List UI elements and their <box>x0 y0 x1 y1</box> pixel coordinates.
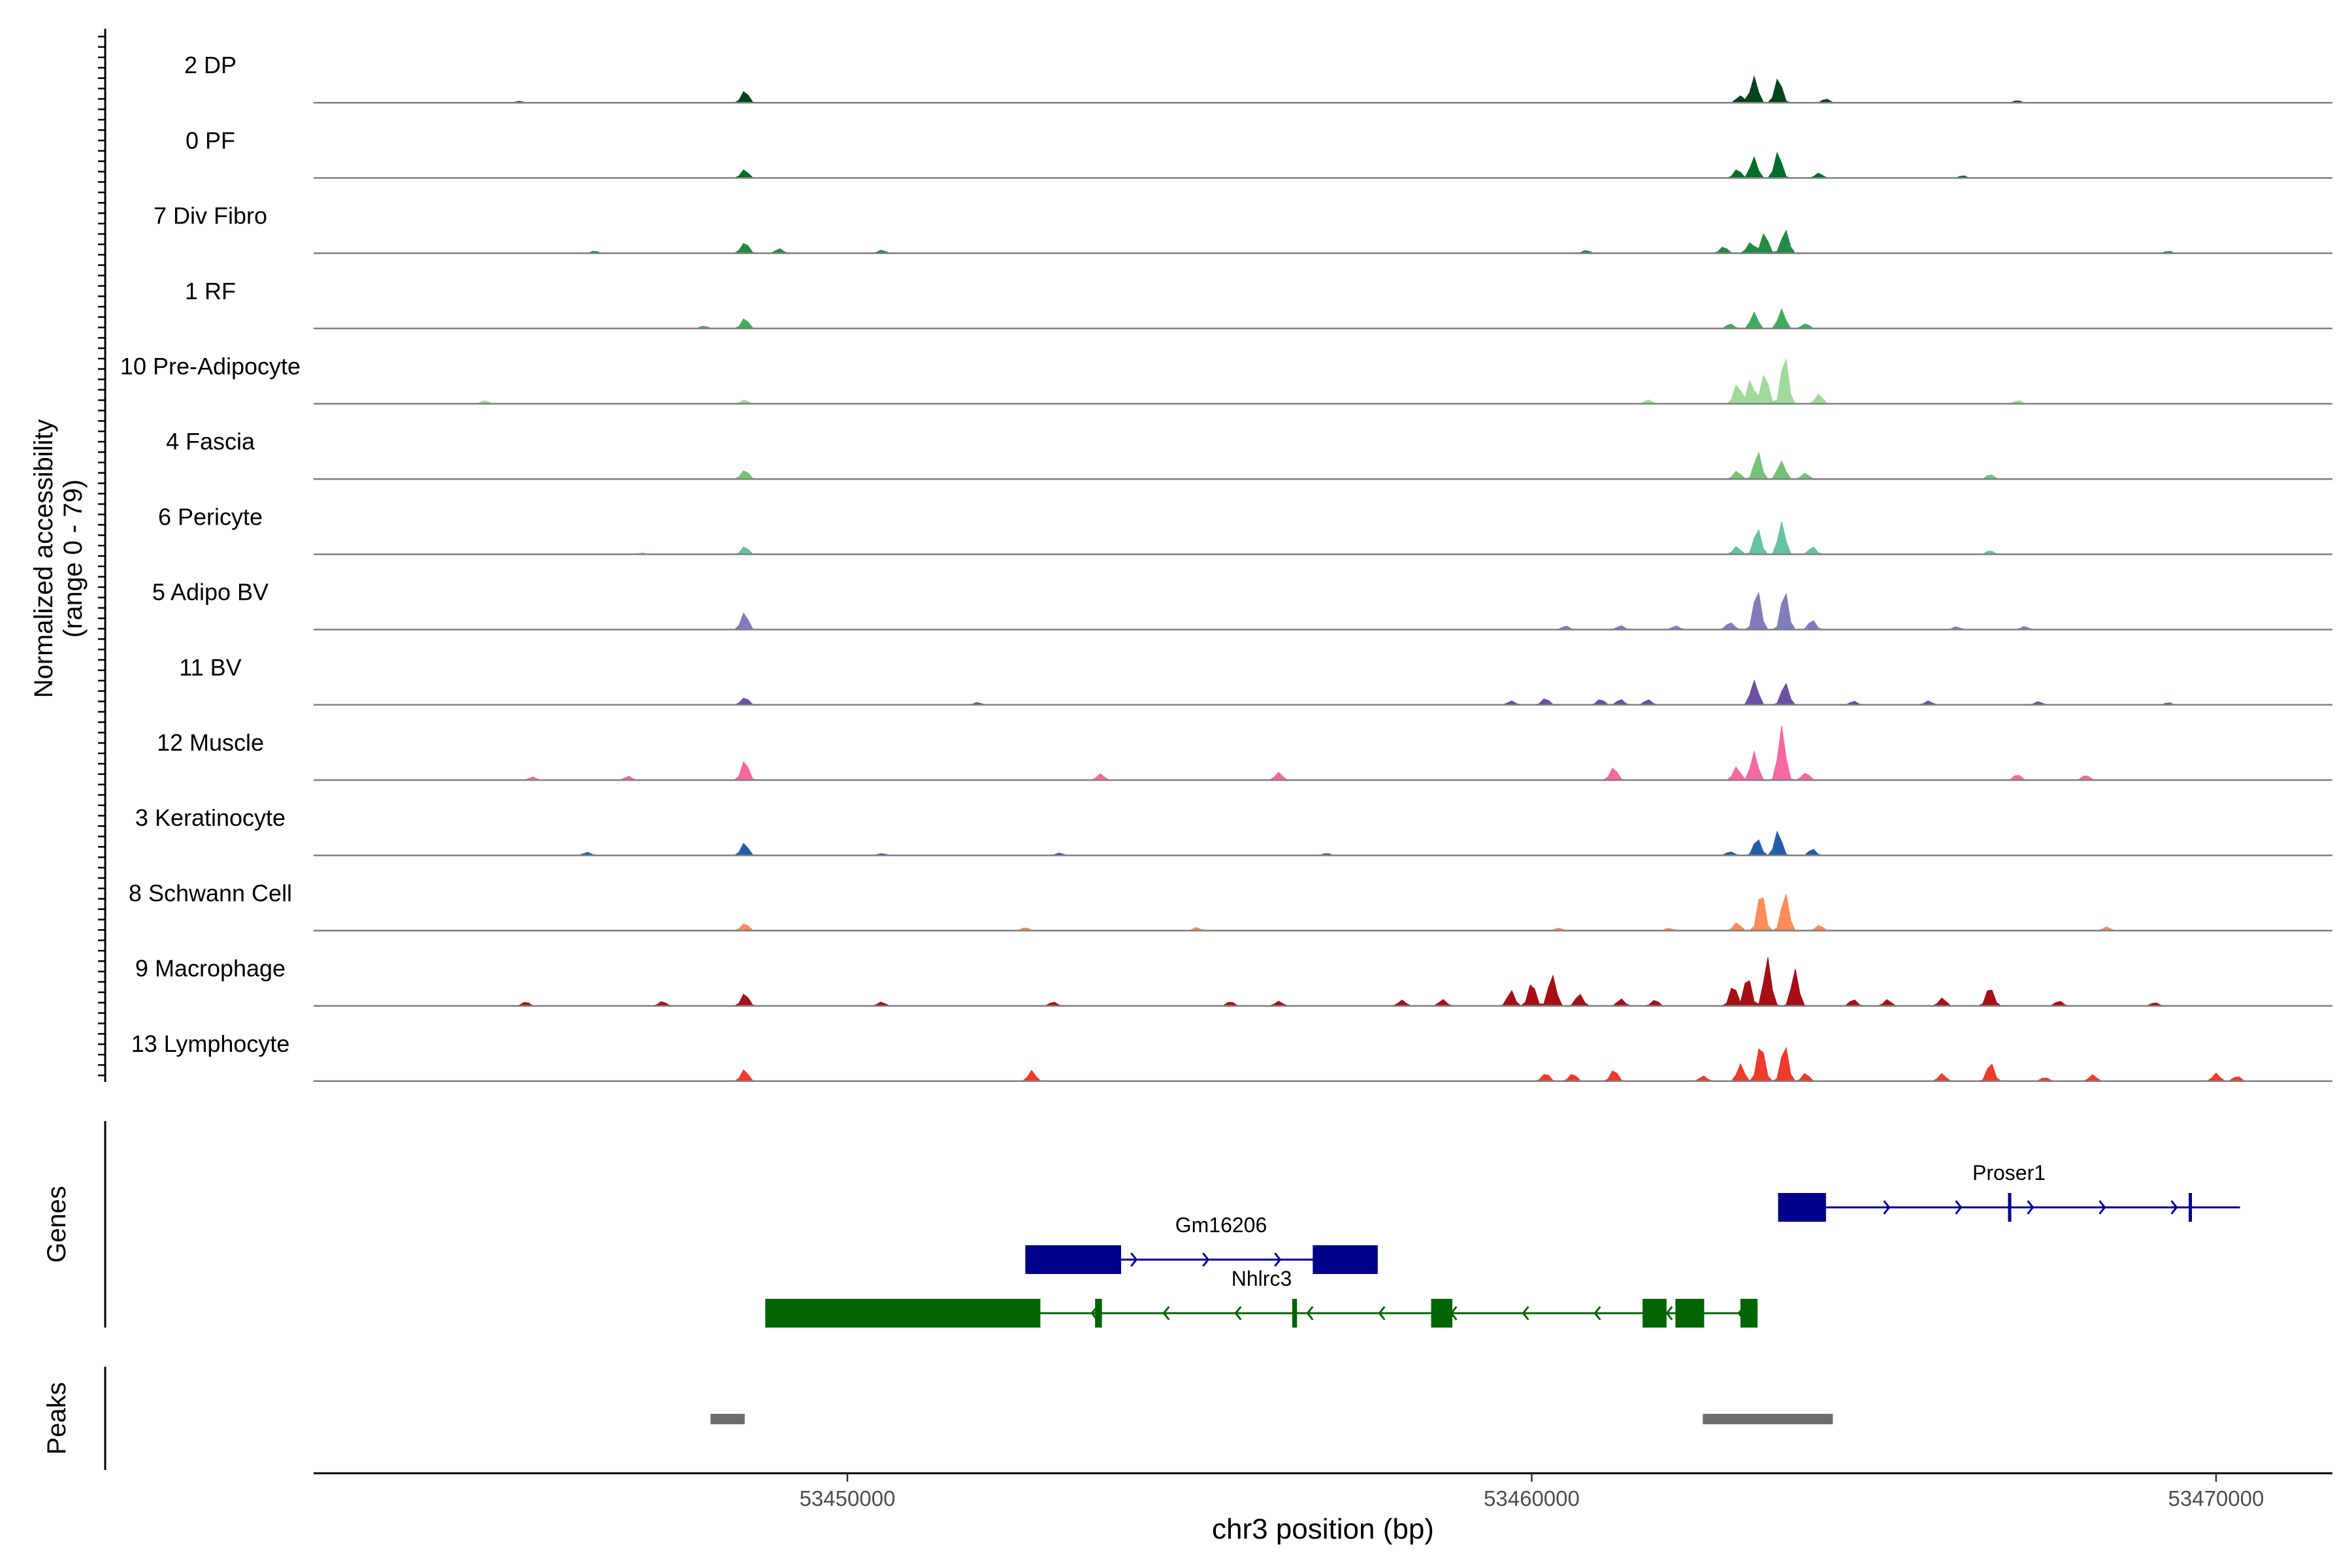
genes-panel: Gm16206 Nhlrc3 Proser1 <box>765 1161 2240 1328</box>
track-8-schwann-cell: 8 Schwann Cell <box>129 879 2332 932</box>
gene-nhlrc3: Nhlrc3 <box>765 1267 1758 1328</box>
track-label: 2 DP <box>184 52 237 78</box>
track-0-pf: 0 PF <box>186 127 2332 179</box>
exon <box>2008 1193 2012 1222</box>
gene-proser1: Proser1 <box>1778 1161 2240 1222</box>
peaks-panel <box>710 1414 1833 1424</box>
strand-arrow <box>1130 1252 1138 1267</box>
strand-arrow <box>1306 1306 1314 1320</box>
coverage-tracks: 2 DP 0 PF 7 Div Fibro 1 RF 10 Pre-Adipocyte 4… <box>120 52 2332 1083</box>
track-label: 5 Adipo BV <box>152 579 269 606</box>
track-2-dp: 2 DP <box>184 52 2332 104</box>
strand-arrow <box>1955 1200 1963 1215</box>
peak-region <box>1703 1414 1833 1424</box>
track-label: 6 Pericyte <box>158 503 263 530</box>
track-label: 10 Pre-Adipocyte <box>120 353 301 380</box>
x-axis-ticks: 53450000 53460000 53470000 <box>800 1473 2264 1511</box>
track-label: 0 PF <box>186 127 235 154</box>
track-label: 13 Lymphocyte <box>131 1030 290 1057</box>
gene-gm16206: Gm16206 <box>1025 1213 1378 1274</box>
track-label: 1 RF <box>185 278 236 304</box>
track-label: 12 Muscle <box>157 729 264 756</box>
track-label: 8 Schwann Cell <box>129 879 292 906</box>
exon <box>1292 1299 1298 1328</box>
strand-arrow <box>1274 1252 1282 1267</box>
strand-arrow <box>1162 1306 1170 1320</box>
exon <box>1313 1245 1378 1274</box>
track-12-muscle: 12 Muscle <box>157 725 2332 781</box>
x-tick-label: 53460000 <box>1484 1486 1580 1511</box>
peak-region <box>710 1414 745 1424</box>
track-1-rf: 1 RF <box>185 278 2332 330</box>
track-label: 9 Macrophage <box>135 955 286 982</box>
strand-arrow <box>1593 1306 1601 1320</box>
gene-label: Nhlrc3 <box>1232 1267 1292 1290</box>
genes-panel-label: Genes <box>42 1186 71 1263</box>
track-13-lymphocyte: 13 Lymphocyte <box>131 1030 2332 1083</box>
track-label: 4 Fascia <box>166 428 255 455</box>
track-label: 3 Keratinocyte <box>135 804 286 831</box>
strand-arrow <box>1883 1200 1891 1215</box>
exon <box>1431 1299 1452 1328</box>
strand-arrow <box>1234 1306 1242 1320</box>
exon <box>1095 1299 1102 1328</box>
track-label: 11 BV <box>179 654 241 681</box>
strand-arrow <box>2170 1200 2178 1215</box>
exon <box>1025 1245 1121 1274</box>
y-axis-label: Normalized accessibility <box>29 419 58 698</box>
strand-arrow <box>1202 1252 1210 1267</box>
x-tick-label: 53470000 <box>2168 1486 2264 1511</box>
track-label: 7 Div Fibro <box>154 203 267 229</box>
exon <box>1740 1299 1758 1328</box>
track-11-bv: 11 BV <box>179 654 2332 706</box>
track-6-pericyte: 6 Pericyte <box>158 503 2332 555</box>
x-axis-label: chr3 position (bp) <box>1212 1513 1434 1545</box>
exon <box>1778 1193 1826 1222</box>
peaks-panel-label: Peaks <box>42 1382 71 1454</box>
strand-arrow <box>1665 1306 1673 1320</box>
gene-label: Gm16206 <box>1175 1213 1267 1237</box>
coverage-y-ticks <box>98 35 105 1077</box>
exon <box>2189 1193 2193 1222</box>
y-axis-range-label: (range 0 - 79) <box>59 480 88 638</box>
exon <box>1675 1299 1705 1328</box>
track-7-div-fibro: 7 Div Fibro <box>154 203 2332 254</box>
strand-arrow <box>2099 1200 2106 1215</box>
gene-label: Proser1 <box>1972 1161 2046 1184</box>
track-4-fascia: 4 Fascia <box>166 428 2332 480</box>
exon <box>1642 1299 1667 1328</box>
exon <box>765 1299 1041 1328</box>
track-9-macrophage: 9 Macrophage <box>135 955 2332 1007</box>
track-5-adipo-bv: 5 Adipo BV <box>152 579 2332 630</box>
track-3-keratinocyte: 3 Keratinocyte <box>135 804 2332 857</box>
track-10-pre-adipocyte: 10 Pre-Adipocyte <box>120 353 2332 405</box>
strand-arrow <box>1378 1306 1386 1320</box>
x-tick-label: 53450000 <box>800 1486 896 1511</box>
strand-arrow <box>2027 1200 2034 1215</box>
strand-arrow <box>1522 1306 1529 1320</box>
